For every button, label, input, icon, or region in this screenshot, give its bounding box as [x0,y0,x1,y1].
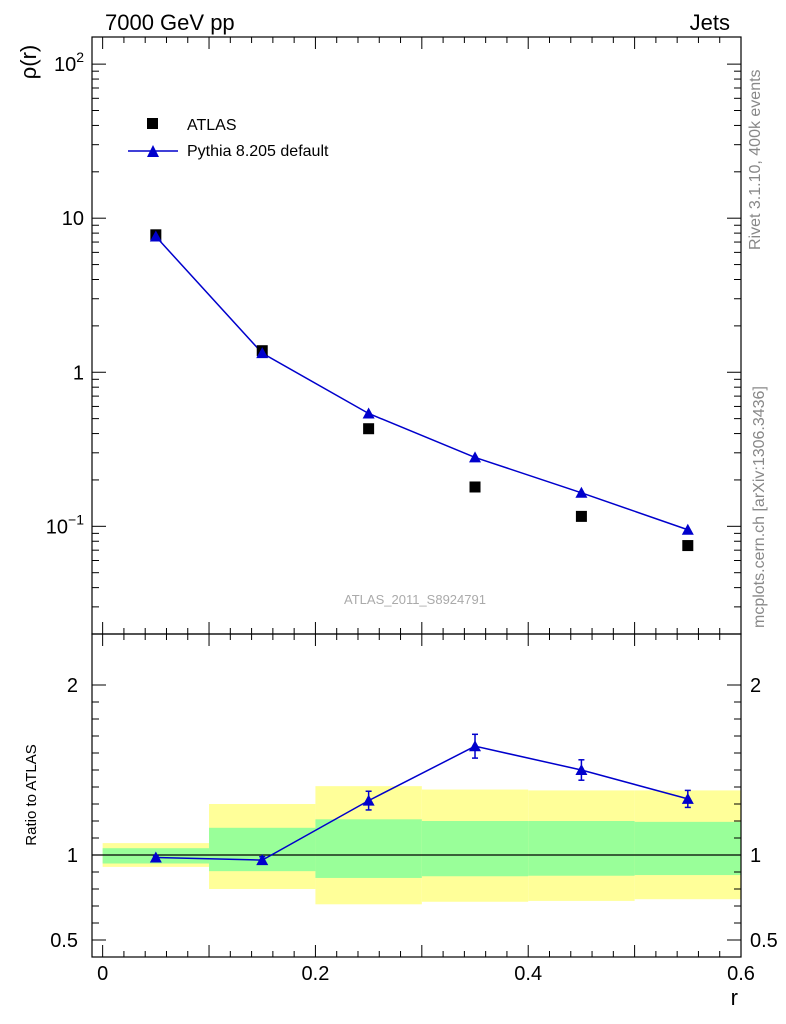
atlas-data-point [469,481,481,493]
mc-marker [575,486,588,498]
ratio-y-tick-label-right: 0.5 [750,930,778,952]
uncertainty-band-inner [315,819,422,878]
ratio-mc-marker [575,764,588,775]
ratio-frame [91,633,742,958]
legend: ATLAS Pythia 8.205 default [128,117,329,160]
header-right: Jets [690,10,730,35]
mc-line [155,236,689,531]
legend-mc-marker [147,145,159,157]
legend-atlas-label: ATLAS [187,117,237,134]
ratio-y-tick-label-left: 1 [67,845,78,867]
mc-marker [469,451,482,463]
ratio-mc-marker [469,740,482,752]
ratio-mc-marker [256,854,269,866]
ratio-mc-marker [362,794,375,806]
mc-marker [681,523,694,535]
uncertainty-band-inner [634,821,741,876]
legend-mc-label: Pythia 8.205 default [187,143,329,160]
analysis-id: ATLAS_2011_S8924791 [344,592,486,607]
legend-atlas-marker [147,118,158,129]
mc-marker [362,407,375,419]
ratio-axes: 0 0.2 0.4 0.6 0.5 0.5 1 1 2 2 [50,634,778,985]
y-tick-label: 10 [62,208,84,230]
uncertainty-band-inner [421,821,529,877]
main-ylabel: ρ(r) [16,45,41,80]
y-tick-label: 10−1 [46,511,84,538]
ratio-ylabel: Ratio to ATLAS [23,744,40,845]
ratio-plot-content [92,733,741,905]
y-tick-label: 1 [73,362,84,384]
atlas-data-point [363,423,375,435]
mc-marker [256,347,269,359]
ratio-panel: 0 0.2 0.4 0.6 0.5 0.5 1 1 2 2 Ratio to ATLAS r [23,633,778,1010]
atlas-data-point [575,510,587,522]
mc-marker [149,230,162,242]
uncertainty-band-inner [528,821,635,876]
x-tick-label: 0 [97,963,108,985]
ratio-y-tick-label-right: 2 [750,675,761,697]
x-tick-label: 0.4 [514,963,542,985]
rivet-version-label: Rivet 3.1.10, 400k events [747,69,764,250]
atlas-data-point [682,540,694,552]
ratio-mc-marker [149,851,162,863]
main-plot-content [149,229,694,552]
ratio-y-tick-label-right: 1 [750,845,761,867]
main-panel: 102 10 1 10−1 ρ(r) ATLAS_2011_S8924791 [16,36,742,635]
x-axis-label: r [731,985,738,1010]
y-tick-label: 102 [54,49,84,76]
main-axes: 102 10 1 10−1 [46,37,742,635]
x-tick-label: 0.2 [302,963,330,985]
ratio-mc-line [155,745,688,861]
mcplots-label: mcplots.cern.ch [arXiv:1306.3436] [751,386,768,628]
ratio-mc-marker [681,792,694,804]
header-left: 7000 GeV pp [105,10,235,35]
ratio-y-tick-label-left: 2 [67,675,78,697]
ratio-y-tick-label-left: 0.5 [50,930,78,952]
x-tick-label: 0.6 [727,963,755,985]
